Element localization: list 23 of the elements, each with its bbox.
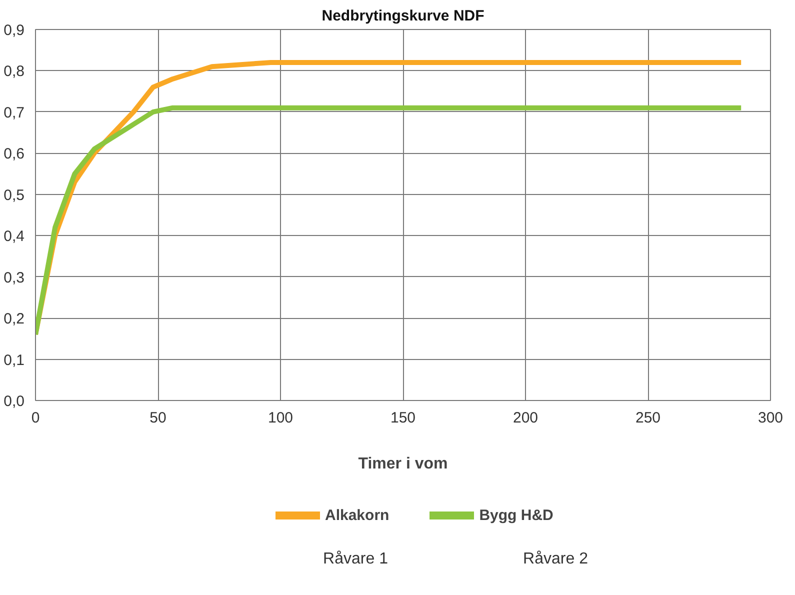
x-tick-label: 300 xyxy=(758,410,784,426)
y-tick-label: 0,1 xyxy=(4,352,25,369)
legend-label: Bygg H&D xyxy=(479,506,554,524)
y-tick-label: 0,4 xyxy=(4,228,25,246)
y-tick-label: 0,7 xyxy=(4,104,25,122)
y-tick-label: 0,9 xyxy=(4,22,25,39)
x-tick-label: 150 xyxy=(390,410,416,426)
y-tick-label: 0,5 xyxy=(4,186,25,204)
y-tick-label: 0,6 xyxy=(4,146,25,163)
x-tick-label: 100 xyxy=(268,410,294,426)
text: Råvare 1 xyxy=(323,550,388,568)
y-tick-label: 0,0 xyxy=(4,393,25,410)
chart-title: Nedbrytingskurve NDF xyxy=(322,8,484,24)
y-tick-label: 0,3 xyxy=(4,269,25,286)
text: Råvare 2 xyxy=(523,550,588,568)
y-tick-label: 0,8 xyxy=(4,63,25,80)
y-tick-label: 0,2 xyxy=(4,310,25,328)
x-tick-label: 50 xyxy=(150,410,166,426)
x-axis-title: Timer i vom xyxy=(358,456,448,472)
x-tick-label: 0 xyxy=(31,410,40,426)
legend-label: Alkakorn xyxy=(325,506,390,524)
x-tick-label: 250 xyxy=(635,410,661,426)
x-tick-label: 200 xyxy=(512,410,538,426)
